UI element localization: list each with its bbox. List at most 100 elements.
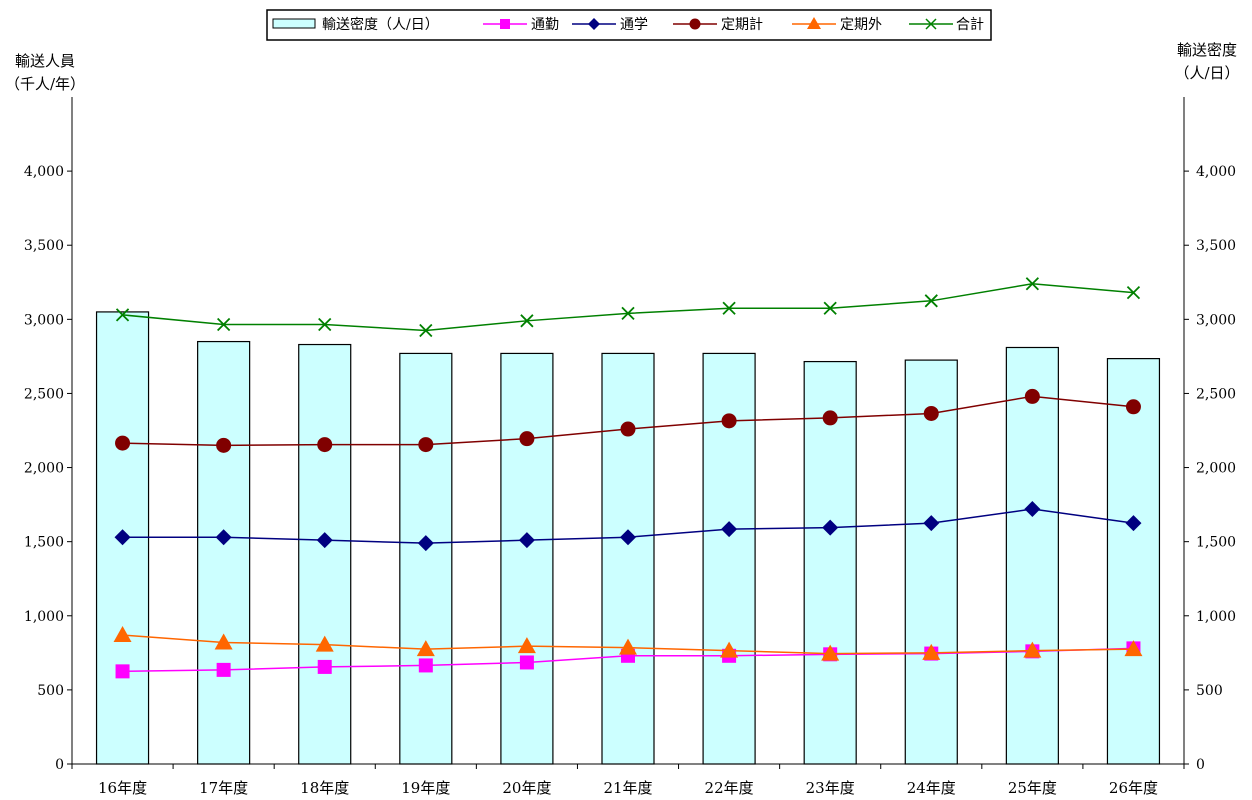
point-diamond [518,532,535,549]
x-tick-label: 25年度 [1008,779,1057,797]
point-diamond [923,515,940,532]
x-tick-label: 24年度 [907,779,956,797]
legend-marker-non-commuter [807,17,821,29]
point-x [419,323,433,338]
x-tick-label: 19年度 [401,779,450,797]
point-triangle [416,640,435,657]
left-tick-label: 3,000 [24,312,64,328]
right-tick-label: 3,000 [1196,312,1236,328]
point-x [115,308,130,322]
point-triangle [1124,640,1143,657]
right-axis-title-line2: （人/日） [1174,64,1239,82]
x-tick-label: 22年度 [705,779,754,797]
point-triangle [821,644,840,661]
point-triangle [720,641,739,658]
density-bar [1005,346,1059,765]
point-triangle [619,638,637,655]
legend-label-commute: 通勤 [531,17,559,33]
point-x [216,317,231,332]
right-tick-label: 1,000 [1196,609,1236,625]
point-diamond [114,529,131,546]
point-x [318,317,332,332]
tick-labels-group: 0 0 500 500 1,000 1,000 1,500 1,500 2,000 2,000 2,… [24,164,1236,797]
legend-marker-commute [500,19,510,29]
point-diamond [215,529,232,546]
density-bar [904,359,958,765]
right-tick-label: 500 [1196,683,1223,699]
legend-frame [266,9,992,41]
legend-marker-total [925,18,937,30]
density-bar [500,352,554,765]
left-tick-label: 1,500 [24,535,64,551]
point-circle [317,437,333,453]
point-square [418,658,433,673]
legend-label-total: 合計 [956,17,984,33]
right-tick-label: 4,000 [1196,164,1236,180]
point-diamond [721,521,738,538]
right-tick-label: 3,500 [1196,238,1236,254]
x-tick-label: 20年度 [502,779,551,797]
point-triangle [113,626,132,643]
density-bar [803,360,857,765]
point-triangle [214,633,233,650]
point-triangle [922,643,941,660]
density-bar [298,343,352,765]
left-tick-label: 4,000 [24,164,64,180]
legend-swatch-density [272,18,316,29]
point-circle [115,435,131,451]
point-x [1126,286,1141,300]
x-tick-label: 16年度 [98,779,147,797]
legend-label-commuter-total: 定期計 [721,17,763,33]
x-tick-label: 23年度 [806,779,855,797]
x-tick-label: 17年度 [199,779,248,797]
point-square [317,659,332,674]
point-triangle [1023,641,1042,658]
right-axis-title-line1: 輸送密度 [1177,41,1237,59]
point-circle [620,421,636,437]
point-circle [721,413,737,429]
point-diamond [822,519,839,536]
legend: 輸送密度（人/日） 通勤 通学 定期計 定期外 合計 [266,9,992,41]
left-tick-label: 2,000 [24,461,64,477]
point-circle [1125,399,1141,415]
point-x [924,294,938,308]
left-tick-label: 2,500 [24,386,64,402]
point-x [621,306,635,321]
legend-label-school: 通学 [620,17,648,33]
point-circle [216,437,232,453]
point-circle [1024,388,1040,404]
point-square [216,662,231,677]
left-axis-title-line1: 輸送人員 [15,52,75,70]
point-triangle [315,635,334,652]
legend-label-density: 輸送密度（人/日） [322,16,439,33]
right-tick-label: 2,000 [1196,461,1236,477]
right-tick-label: 2,500 [1196,386,1236,402]
point-triangle [517,637,536,654]
lines-group [113,277,1143,679]
point-square [115,664,130,679]
point-diamond [1125,515,1142,532]
left-tick-label: 3,500 [24,238,64,254]
density-bar [601,352,655,765]
point-diamond [620,529,636,546]
x-tick-label: 18年度 [300,779,349,797]
point-diamond [316,532,333,549]
left-tick-label: 0 [55,757,64,773]
left-tick-label: 500 [37,683,64,699]
point-circle [923,405,939,421]
bars-group [95,311,1161,765]
point-x [823,301,837,315]
legend-label-non-commuter: 定期外 [840,17,882,33]
left-tick-label: 1,000 [24,609,64,625]
density-bar [399,352,453,765]
point-circle [822,410,838,426]
legend-marker-commuter-total [689,18,701,30]
legend-marker-school [588,18,600,30]
right-tick-label: 0 [1196,757,1205,773]
right-tick-label: 1,500 [1196,535,1236,551]
density-bar [1106,358,1161,765]
x-tick-label: 26年度 [1109,779,1158,797]
left-axis-title-line2: （千人/年） [5,75,85,93]
density-bar [197,340,251,765]
